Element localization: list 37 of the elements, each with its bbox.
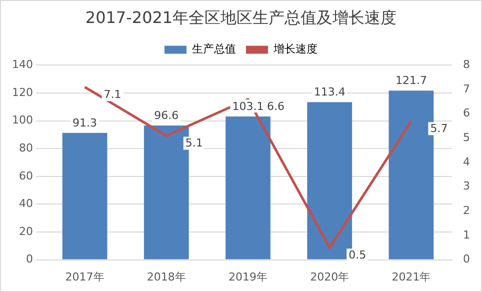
y2-tick-label: 2: [463, 204, 470, 218]
data-label: 0.5: [348, 248, 366, 262]
y-tick-label: 100: [12, 114, 33, 127]
y-tick-label: 40: [18, 197, 33, 210]
x-tick-label: 2020年: [310, 270, 350, 284]
y2-tick-label: 1: [463, 228, 470, 242]
x-tick-label: 2018年: [146, 270, 186, 284]
y2-tick-label: 3: [463, 180, 470, 193]
y2-tick-label: 6: [463, 106, 470, 120]
y-tick-label: 0: [26, 252, 33, 266]
y2-tick-label: 5: [463, 131, 470, 144]
y-tick-label: 20: [18, 224, 33, 238]
chart-title: 2017-2021年全区地区生产总值及增长速度: [85, 8, 397, 27]
x-tick-label: 2017年: [65, 270, 104, 284]
data-label: 5.7: [430, 122, 448, 136]
bar: [226, 116, 270, 260]
data-label: 96.6: [154, 108, 179, 122]
y2-tick-label: 4: [463, 155, 470, 168]
y-tick-label: 120: [12, 86, 33, 99]
data-label: 5.1: [185, 136, 203, 150]
y-tick-label: 80: [18, 141, 33, 154]
y2-tick-label: 0: [463, 252, 470, 266]
data-label: 91.3: [72, 116, 98, 130]
x-tick-label: 2021年: [392, 270, 431, 284]
y2-tick-label: 7: [463, 82, 470, 96]
data-label: 6.6: [267, 100, 284, 114]
x-tick-label: 2019年: [228, 270, 268, 284]
data-label: 113.4: [314, 86, 346, 99]
y2-tick-label: 8: [463, 58, 470, 72]
legend-label: 生产总值: [192, 42, 236, 56]
y-tick-label: 140: [12, 58, 33, 72]
data-label: 7.1: [104, 88, 122, 101]
data-label: 103.1: [232, 100, 264, 113]
data-label: 121.7: [395, 74, 427, 87]
y-tick-label: 60: [18, 169, 33, 182]
bar: [62, 132, 108, 260]
legend-label: 增长速度: [272, 42, 318, 56]
